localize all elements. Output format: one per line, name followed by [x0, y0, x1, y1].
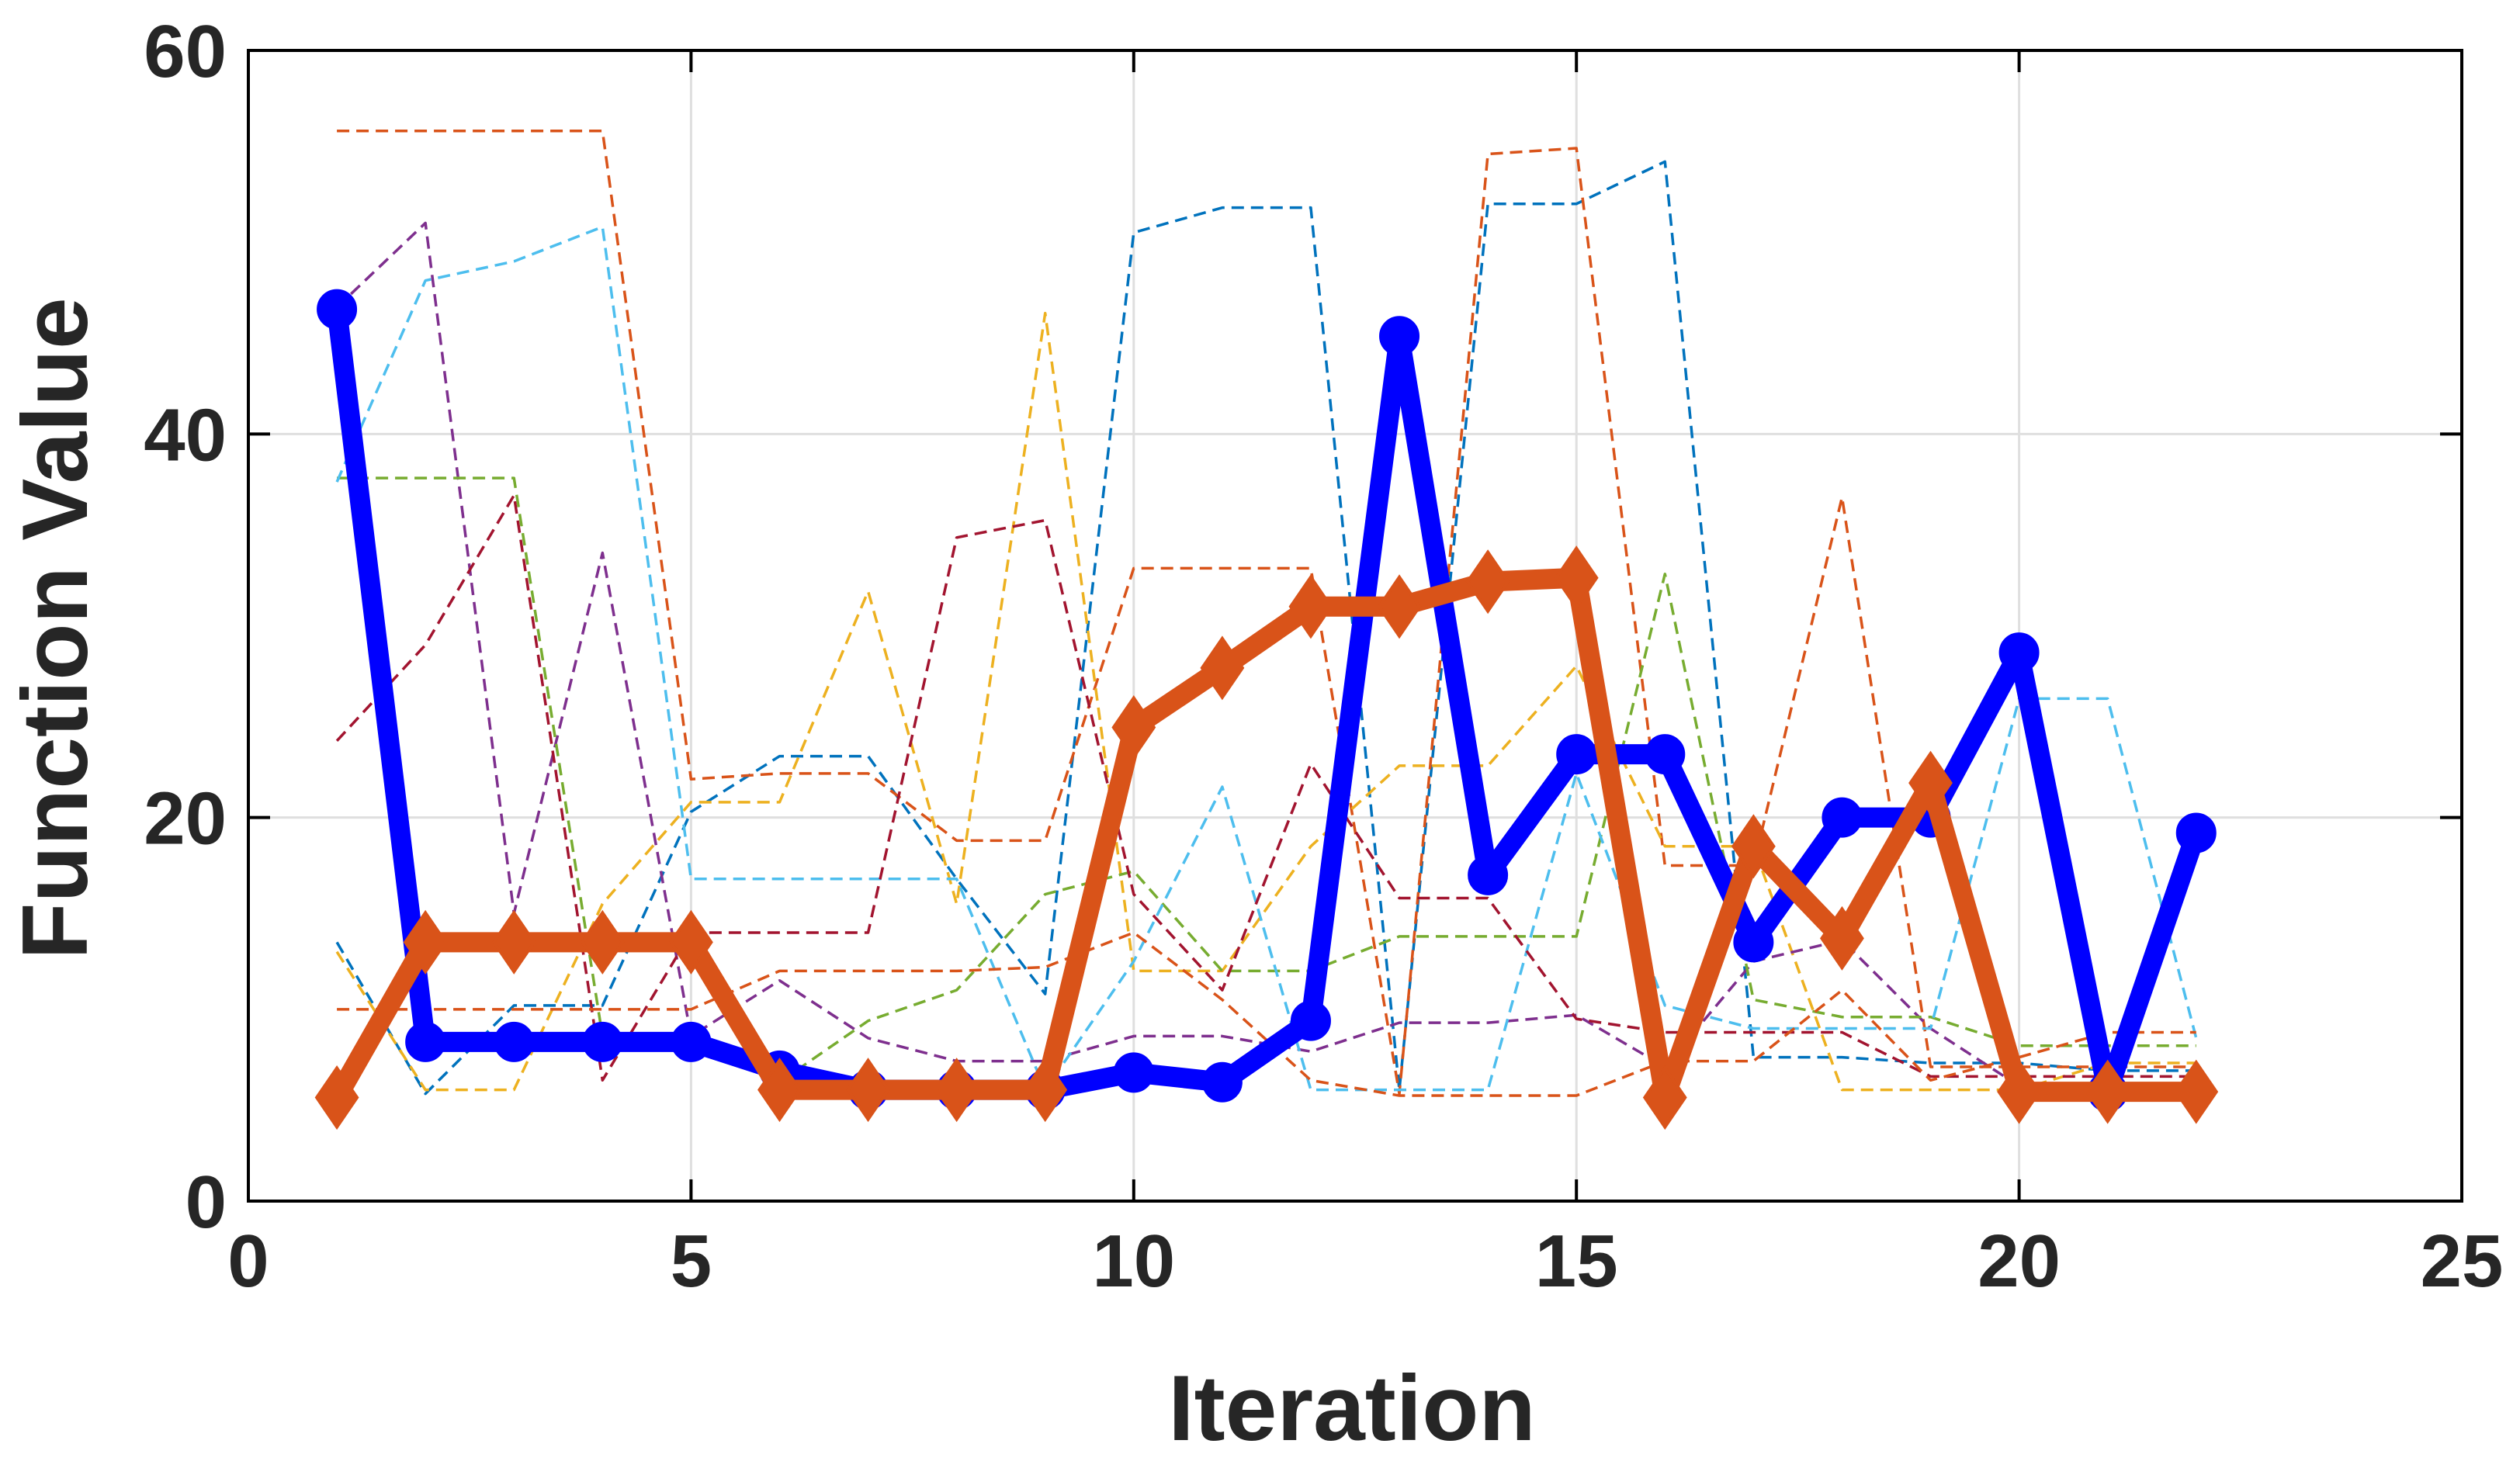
y-tick-label: 60 [144, 10, 227, 93]
x-tick-label: 25 [2421, 1220, 2504, 1303]
background-trace-line [335, 160, 2196, 1096]
blue-series-point [405, 1021, 446, 1062]
blue-series-point [671, 1021, 712, 1062]
background-trace-line [335, 493, 2196, 1082]
orange-series-point [314, 1065, 359, 1130]
orange-series-point [668, 909, 713, 975]
blue-series-point [1113, 1052, 1154, 1093]
y-tick-label: 20 [144, 777, 227, 860]
blue-series-point [1822, 797, 1863, 838]
blue-series-point [1201, 1061, 1243, 1103]
orange-series-point [1908, 750, 1953, 815]
blue-series-point [494, 1021, 535, 1062]
orange-series-point [1200, 635, 1245, 701]
blue-series-line [327, 299, 2206, 1103]
orange-series-point [1554, 545, 1599, 611]
y-tick-label: 40 [144, 393, 227, 476]
orange-series-point [1642, 1065, 1687, 1130]
x-tick-label: 20 [1978, 1220, 2061, 1303]
background-trace-line [335, 225, 2198, 1092]
orange-series-point [1997, 1059, 2042, 1124]
orange-series-point [1288, 574, 1333, 639]
blue-series-point [1733, 922, 1774, 963]
blue-series-point [1556, 734, 1597, 775]
tick-labels: 0 5 10 15 20 25 0 20 40 60 [144, 10, 2503, 1303]
blue-series-point [1468, 854, 1509, 895]
orange-series-point [934, 1058, 979, 1123]
blue-series-point [1645, 734, 1686, 775]
orange-series-line [327, 567, 2206, 1108]
orange-series-point [2085, 1059, 2130, 1124]
orange-series-point [403, 909, 448, 975]
blue-series-point [1998, 632, 2040, 673]
background-trace-line [335, 311, 2196, 1092]
y-axis-label: Function Value [3, 297, 107, 959]
orange-series-point [1023, 1058, 1068, 1123]
axes [247, 49, 2463, 1203]
blue-series-point [2175, 812, 2217, 853]
orange-series-point [846, 1058, 890, 1123]
x-tick-label: 15 [1535, 1220, 1618, 1303]
x-tick-label: 5 [671, 1220, 712, 1303]
blue-series-point [317, 289, 358, 330]
y-tick-label: 0 [185, 1161, 227, 1244]
orange-series-point [491, 909, 536, 975]
orange-series-point [1465, 549, 1510, 615]
orange-series-point [1111, 694, 1156, 760]
x-tick-label: 0 [227, 1220, 269, 1303]
orange-series-point [1820, 905, 1864, 971]
blue-series-point [582, 1021, 623, 1062]
blue-series-point [1290, 1000, 1331, 1041]
orange-series-point [1377, 574, 1422, 639]
plot-frame [247, 49, 2463, 1203]
orange-series-point [757, 1058, 802, 1123]
orange-series-point [2174, 1059, 2219, 1124]
orange-series-point [580, 909, 625, 975]
background-trace-line [337, 130, 2196, 1096]
x-axis-label: Iteration [1168, 1356, 1535, 1460]
orange-series-point [1731, 814, 1776, 879]
blue-series-point [1379, 316, 1420, 357]
x-tick-label: 10 [1092, 1220, 1175, 1303]
main-series [314, 289, 2219, 1130]
